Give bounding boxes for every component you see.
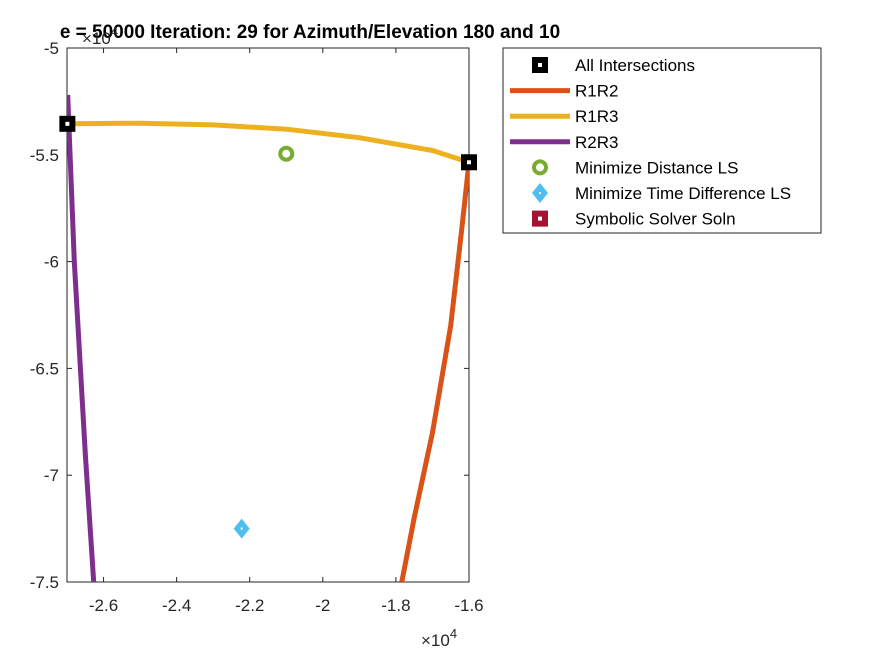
data-point-all-intersections-center [65,121,70,126]
svg-text:×104: ×104 [82,24,118,48]
x-tick-label: -1.6 [454,596,483,615]
y-tick-label: -6.5 [30,359,59,378]
data-point-minimize-distance-ls [278,145,295,162]
legend-label-minimize-distance-ls: Minimize Distance LS [575,158,738,177]
x-tick-label: -2 [315,596,330,615]
series-line-r2r3 [67,94,97,582]
legend-label-r2r3: R2R3 [575,133,618,152]
data-point-all-intersections-center [467,160,471,165]
chart-title: e = 50000 Iteration: 29 for Azimuth/Elev… [60,22,560,43]
x-tick-label: -1.8 [381,596,410,615]
legend: All Intersections R1R2 R1R3 R2R3 Minimize Di… [502,47,822,234]
x-tick-label: -2.2 [235,596,264,615]
legend-label-all-intersections: All Intersections [575,56,695,75]
legend-swatch-minimize-time-difference-ls-center [539,192,541,194]
plot-series [67,94,469,582]
plot-markers [59,115,477,539]
svg-text:×104: ×104 [421,626,457,650]
x-exponent-label: ×104 [421,626,457,650]
legend-swatch-all-intersections-center [538,63,542,67]
y-tick-label: -7 [44,466,59,485]
legend-label-r1r3: R1R3 [575,107,618,126]
y-exponent-label: ×104 [82,24,118,48]
y-exponent-base: ×10 [82,29,111,48]
y-exponent-power: 4 [111,24,118,39]
y-tick-label: -7.5 [30,573,59,592]
y-tick-label: -6 [44,253,59,272]
series-line-r1r3 [67,120,469,165]
x-exponent-base: ×10 [421,631,450,650]
data-point-minimize-time-difference-ls-center [240,527,243,530]
y-tick-label: -5.5 [30,146,59,165]
series-line-r1r2 [399,162,469,582]
x-tick-label: -2.4 [162,596,191,615]
legend-label-minimize-time-difference-ls: Minimize Time Difference LS [575,184,791,203]
axis-ticks: -2.6 -2.4 -2.2 -2 -1.8 -1.6 -5 -5.5 -6 -6.5 -7 -7.5 [30,39,484,615]
legend-swatch-minimize-distance-ls [532,159,548,176]
x-tick-label: -2.6 [89,596,118,615]
plot-area [66,47,470,583]
legend-swatch-symbolic-solver-soln-center [538,216,542,221]
y-tick-label: -5 [44,39,59,58]
legend-label-symbolic-solver-soln: Symbolic Solver Soln [575,210,736,229]
x-exponent-power: 4 [450,626,457,641]
legend-label-r1r2: R1R2 [575,82,618,101]
